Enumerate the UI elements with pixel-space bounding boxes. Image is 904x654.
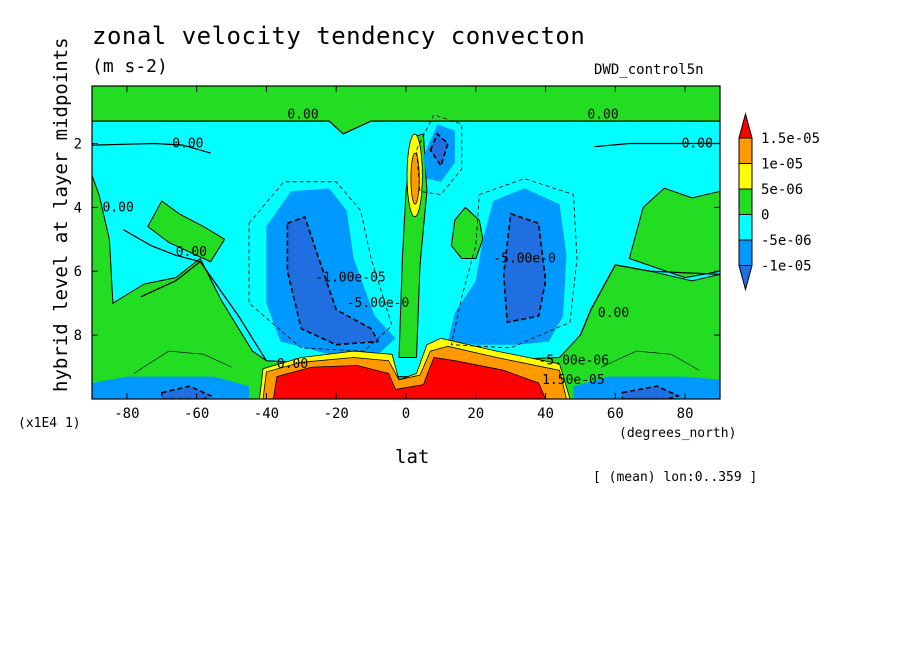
contour-label-3: 0.00 — [682, 137, 713, 152]
colorbar-swatch-4 — [738, 214, 753, 241]
zero-contour-4 — [140, 261, 201, 298]
y-tick-label-0: 2 — [74, 136, 82, 152]
positive-region-2 — [628, 187, 720, 279]
colorbar-level-label-4: -5e-06 — [761, 233, 812, 249]
zero-contour-5 — [579, 264, 720, 336]
strong-negative-region-2 — [429, 132, 449, 168]
negative-contour-0 — [248, 181, 393, 352]
colorbar-level-label-2: 5e-06 — [761, 182, 803, 198]
x-tick-label-3: -20 — [324, 406, 349, 422]
colorbar-swatch-3 — [738, 188, 753, 215]
x-tick-label-0: -80 — [114, 406, 139, 422]
x-tick-label-4: 0 — [402, 406, 410, 422]
surface-contour-south — [133, 350, 232, 374]
x-tick-label-5: 20 — [467, 406, 484, 422]
negative-region-3 — [92, 376, 249, 399]
zero-contour-2 — [594, 142, 720, 148]
contour-field — [92, 86, 720, 399]
contour-label-0: 0.00 — [287, 108, 318, 123]
strong-negative-region-1 — [502, 212, 547, 324]
contour-label-7: 0.00 — [598, 306, 629, 321]
colorbar-level-label-3: 0 — [761, 208, 769, 224]
positive-region-4 — [450, 206, 484, 259]
negative-contour-2 — [416, 114, 463, 196]
y-tick-label-1: 4 — [74, 200, 82, 216]
contour-label-2: 0.00 — [172, 137, 203, 152]
strong-negative-region-0 — [286, 215, 380, 346]
colorbar-swatch-5 — [738, 239, 753, 266]
contour-lines — [92, 114, 720, 374]
equatorial-core-inner — [410, 152, 420, 205]
contour-label-10: -5.00e-0 — [493, 252, 556, 267]
x-axis-units: (degrees_north) — [619, 426, 737, 441]
contour-label-4: 0.00 — [103, 200, 134, 215]
colorbar-swatch-1 — [738, 137, 753, 164]
dataset-name: DWD_control5n — [594, 62, 704, 78]
x-tick-label-2: -40 — [254, 406, 279, 422]
surface-positive-band-2 — [272, 357, 547, 399]
y-axis-scale-note: (x1E4 1) — [18, 416, 81, 431]
y-axis: 2 4 6 8 — [74, 136, 720, 344]
contour-label-1: 0.00 — [587, 108, 618, 123]
contour-label-12: 1.50e-05 — [542, 373, 605, 388]
colorbar-upper-arrow — [738, 112, 753, 139]
colorbar-lower-arrow — [738, 265, 753, 292]
strong-negative-region-4 — [621, 385, 681, 399]
x-tick-label-6: 40 — [537, 406, 554, 422]
contour-label-5: 0.00 — [176, 245, 207, 260]
positive-region-1 — [147, 200, 226, 263]
top-positive-layer — [92, 86, 720, 134]
surface-contour-north — [601, 350, 700, 371]
negative-contour-1 — [450, 178, 578, 349]
colorbar: 1.5e-05 1e-05 5e-06 0 -5e-06 -1e-05 — [738, 112, 820, 292]
y-tick-label-2: 6 — [74, 264, 82, 280]
zero-contour-1 — [92, 142, 211, 154]
contour-label-6: 0.00 — [277, 357, 308, 372]
averaging-note: [ (mean) lon:0..359 ] — [593, 470, 758, 485]
strong-negative-region-3 — [161, 385, 213, 399]
contour-label-9: -5.00e-0 — [347, 296, 410, 311]
colorbar-swatch-2 — [738, 163, 753, 190]
zero-contour-3 — [123, 229, 267, 362]
colorbar-level-label-1: 1e-05 — [761, 157, 803, 173]
contour-label-11: -5.00e-06 — [539, 354, 609, 369]
colorbar-level-label-5: -1e-05 — [761, 259, 812, 275]
x-tick-label-7: 60 — [607, 406, 624, 422]
y-tick-label-3: 8 — [74, 328, 82, 344]
zero-contour-0 — [92, 120, 720, 135]
x-tick-label-8: 80 — [677, 406, 694, 422]
colorbar-level-label-0: 1.5e-05 — [761, 131, 820, 147]
contour-label-8: -1.00e-05 — [315, 271, 385, 286]
contour-labels: 0.00 0.00 0.00 0.00 0.00 0.00 0.00 0.00 -1.00e-0… — [103, 108, 713, 388]
chart-title: zonal velocity tendency convecton — [92, 22, 586, 50]
x-tick-label-1: -60 — [184, 406, 209, 422]
x-axis-label: lat — [395, 446, 430, 468]
x-axis: -80 -60 -40 -20 0 20 40 60 80 — [114, 86, 694, 422]
chart-units: (m s-2) — [92, 56, 168, 77]
